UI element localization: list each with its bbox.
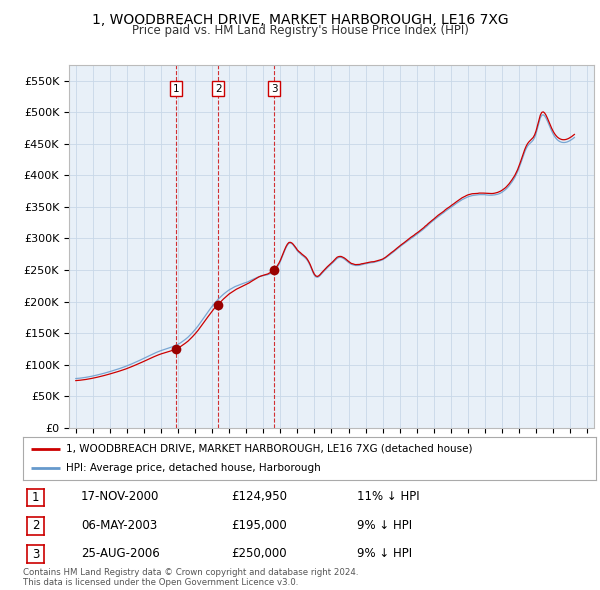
Text: 11% ↓ HPI: 11% ↓ HPI [357, 490, 419, 503]
Text: Contains HM Land Registry data © Crown copyright and database right 2024.
This d: Contains HM Land Registry data © Crown c… [23, 568, 358, 587]
Text: £250,000: £250,000 [231, 547, 287, 560]
Text: 1: 1 [173, 84, 179, 94]
Text: 9% ↓ HPI: 9% ↓ HPI [357, 519, 412, 532]
Text: 2: 2 [32, 519, 39, 532]
Text: 1, WOODBREACH DRIVE, MARKET HARBOROUGH, LE16 7XG: 1, WOODBREACH DRIVE, MARKET HARBOROUGH, … [92, 13, 508, 27]
Text: 25-AUG-2006: 25-AUG-2006 [81, 547, 160, 560]
Text: Price paid vs. HM Land Registry's House Price Index (HPI): Price paid vs. HM Land Registry's House … [131, 24, 469, 37]
Text: 1, WOODBREACH DRIVE, MARKET HARBOROUGH, LE16 7XG (detached house): 1, WOODBREACH DRIVE, MARKET HARBOROUGH, … [66, 444, 472, 454]
Text: 9% ↓ HPI: 9% ↓ HPI [357, 547, 412, 560]
Text: £195,000: £195,000 [231, 519, 287, 532]
Text: 06-MAY-2003: 06-MAY-2003 [81, 519, 157, 532]
Text: £124,950: £124,950 [231, 490, 287, 503]
Text: 17-NOV-2000: 17-NOV-2000 [81, 490, 160, 503]
Text: 1: 1 [32, 491, 39, 504]
Text: 2: 2 [215, 84, 221, 94]
Text: HPI: Average price, detached house, Harborough: HPI: Average price, detached house, Harb… [66, 463, 320, 473]
Text: 3: 3 [32, 548, 39, 560]
Text: 3: 3 [271, 84, 278, 94]
